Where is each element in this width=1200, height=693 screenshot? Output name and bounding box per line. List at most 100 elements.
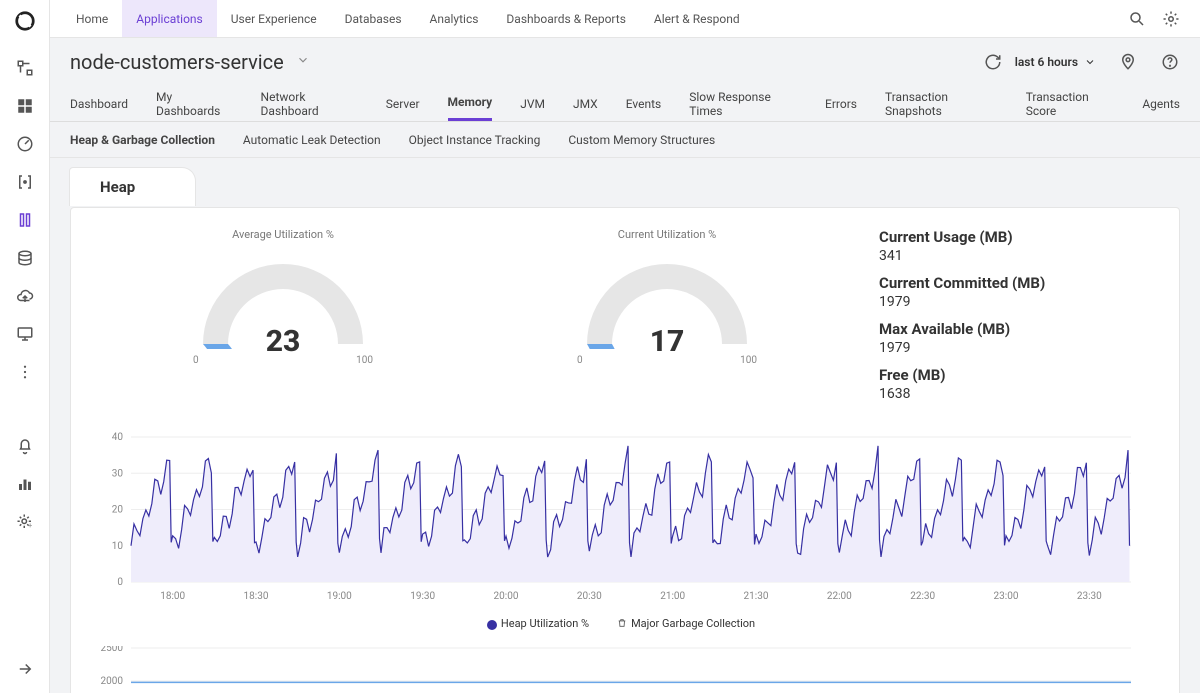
location-icon[interactable] bbox=[1118, 52, 1138, 72]
svg-text:10: 10 bbox=[112, 541, 124, 552]
page-header: node-customers-service last 6 hours bbox=[50, 38, 1200, 86]
svg-text:23:00: 23:00 bbox=[994, 591, 1019, 602]
svg-text:19:30: 19:30 bbox=[410, 591, 435, 602]
stat-value: 1979 bbox=[879, 294, 1159, 310]
tab-transaction-snapshots[interactable]: Transaction Snapshots bbox=[885, 86, 998, 121]
tab-errors[interactable]: Errors bbox=[825, 86, 857, 121]
title-dropdown-icon[interactable] bbox=[296, 53, 310, 71]
tab-server[interactable]: Server bbox=[386, 86, 420, 121]
svg-text:19:00: 19:00 bbox=[327, 591, 352, 602]
svg-text:0: 0 bbox=[117, 577, 123, 588]
stat-value: 1979 bbox=[879, 340, 1159, 356]
secondary-tabs: Dashboard My Dashboards Network Dashboard S… bbox=[50, 86, 1200, 122]
svg-text:40: 40 bbox=[112, 432, 124, 443]
tab-slow-response-times[interactable]: Slow Response Times bbox=[689, 86, 797, 121]
chevron-down-icon bbox=[1084, 56, 1096, 68]
committed-chart: 150020002500 bbox=[91, 646, 1159, 693]
svg-text:21:30: 21:30 bbox=[744, 591, 769, 602]
legend-label: Heap Utilization % bbox=[501, 617, 589, 630]
tab-jvm[interactable]: JVM bbox=[520, 86, 545, 121]
stat-label: Max Available (MB) bbox=[879, 320, 1159, 338]
svg-text:18:30: 18:30 bbox=[244, 591, 269, 602]
tab-network-dashboard[interactable]: Network Dashboard bbox=[261, 86, 358, 121]
tertiary-tabs: Heap & Garbage Collection Automatic Leak … bbox=[50, 122, 1200, 158]
bell-icon[interactable] bbox=[15, 436, 35, 456]
stat-value: 341 bbox=[879, 248, 1159, 264]
monitor-icon[interactable] bbox=[15, 324, 35, 344]
settings-gear-icon[interactable]: + bbox=[15, 512, 35, 532]
stat-current-usage-mb-: Current Usage (MB) 341 bbox=[879, 228, 1159, 264]
expand-icon[interactable] bbox=[15, 659, 35, 679]
svg-text:2000: 2000 bbox=[101, 676, 124, 687]
left-sidebar: + bbox=[0, 0, 50, 693]
svg-text:18:00: 18:00 bbox=[160, 591, 185, 602]
stat-value: 1638 bbox=[879, 386, 1159, 402]
svg-text:21:00: 21:00 bbox=[660, 591, 685, 602]
svg-text:+: + bbox=[28, 521, 32, 530]
stat-current-committed-mb-: Current Committed (MB) 1979 bbox=[879, 274, 1159, 310]
topnav-tab-dashboards-reports[interactable]: Dashboards & Reports bbox=[492, 0, 639, 37]
tab-transaction-score[interactable]: Transaction Score bbox=[1026, 86, 1115, 121]
legend-label: Major Garbage Collection bbox=[631, 617, 755, 630]
heap-utilization-chart: 01020304018:0018:3019:0019:3020:0020:302… bbox=[91, 432, 1159, 632]
gauge-icon[interactable] bbox=[15, 134, 35, 154]
bars-icon[interactable] bbox=[15, 474, 35, 494]
stat-label: Current Usage (MB) bbox=[879, 228, 1159, 246]
brackets-icon[interactable] bbox=[15, 172, 35, 192]
page-title: node-customers-service bbox=[70, 50, 284, 74]
subtab-object-instance-tracking[interactable]: Object Instance Tracking bbox=[409, 133, 541, 147]
subtab-automatic-leak-detection[interactable]: Automatic Leak Detection bbox=[243, 133, 381, 147]
time-range-selector[interactable]: last 6 hours bbox=[1015, 55, 1096, 69]
tab-agents[interactable]: Agents bbox=[1142, 86, 1180, 121]
svg-text:22:00: 22:00 bbox=[827, 591, 852, 602]
topnav-tab-databases[interactable]: Databases bbox=[331, 0, 416, 37]
tab-my-dashboards[interactable]: My Dashboards bbox=[156, 86, 233, 121]
svg-text:20: 20 bbox=[112, 505, 124, 516]
gear-icon[interactable] bbox=[1154, 0, 1188, 37]
gauge-label: Current Utilization % bbox=[475, 228, 859, 241]
database-icon[interactable] bbox=[15, 248, 35, 268]
flow-icon[interactable] bbox=[15, 58, 35, 78]
time-range-label: last 6 hours bbox=[1015, 55, 1078, 69]
topnav-tab-home[interactable]: Home bbox=[62, 0, 122, 37]
search-icon[interactable] bbox=[1120, 0, 1154, 37]
svg-text:2500: 2500 bbox=[101, 646, 124, 654]
gauge-value: 23 bbox=[193, 324, 373, 359]
cloud-icon[interactable] bbox=[15, 286, 35, 306]
gauge-value: 17 bbox=[577, 324, 757, 359]
chart-legend: Heap Utilization % Major Garbage Collecti… bbox=[91, 617, 1159, 632]
svg-text:22:30: 22:30 bbox=[910, 591, 935, 602]
top-nav: HomeApplicationsUser ExperienceDatabases… bbox=[50, 0, 1200, 38]
topnav-tab-alert-respond[interactable]: Alert & Respond bbox=[640, 0, 754, 37]
heap-stats: Current Usage (MB) 341 Current Committed (… bbox=[859, 228, 1159, 412]
topnav-tab-applications[interactable]: Applications bbox=[122, 0, 216, 37]
tab-dashboard[interactable]: Dashboard bbox=[70, 86, 128, 121]
tab-jmx[interactable]: JMX bbox=[573, 86, 598, 121]
stat-free-mb-: Free (MB) 1638 bbox=[879, 366, 1159, 402]
svg-text:30: 30 bbox=[112, 468, 124, 479]
avg-utilization-gauge: Average Utilization % 23 0100 bbox=[91, 228, 475, 412]
stat-max-available-mb-: Max Available (MB) 1979 bbox=[879, 320, 1159, 356]
svg-text:20:30: 20:30 bbox=[577, 591, 602, 602]
legend-dot bbox=[487, 620, 497, 630]
subtab-heap-garbage-collection[interactable]: Heap & Garbage Collection bbox=[70, 133, 215, 147]
gauge-label: Average Utilization % bbox=[91, 228, 475, 241]
more-icon[interactable] bbox=[15, 362, 35, 382]
tab-events[interactable]: Events bbox=[626, 86, 662, 121]
topnav-tab-analytics[interactable]: Analytics bbox=[416, 0, 493, 37]
trash-icon bbox=[617, 617, 627, 632]
card-tab-heap[interactable]: Heap bbox=[69, 167, 196, 206]
topnav-tab-user-experience[interactable]: User Experience bbox=[217, 0, 331, 37]
grid-icon[interactable] bbox=[15, 96, 35, 116]
svg-text:23:30: 23:30 bbox=[1077, 591, 1102, 602]
stat-label: Current Committed (MB) bbox=[879, 274, 1159, 292]
logo-icon bbox=[14, 10, 36, 32]
layers-icon[interactable] bbox=[15, 210, 35, 230]
heap-card: Heap Average Utilization % 23 0100 Curre… bbox=[70, 168, 1180, 693]
stat-label: Free (MB) bbox=[879, 366, 1159, 384]
help-icon[interactable] bbox=[1160, 52, 1180, 72]
tab-memory[interactable]: Memory bbox=[448, 86, 493, 121]
current-utilization-gauge: Current Utilization % 17 0100 bbox=[475, 228, 859, 412]
refresh-icon[interactable] bbox=[983, 52, 1003, 72]
subtab-custom-memory-structures[interactable]: Custom Memory Structures bbox=[568, 133, 715, 147]
